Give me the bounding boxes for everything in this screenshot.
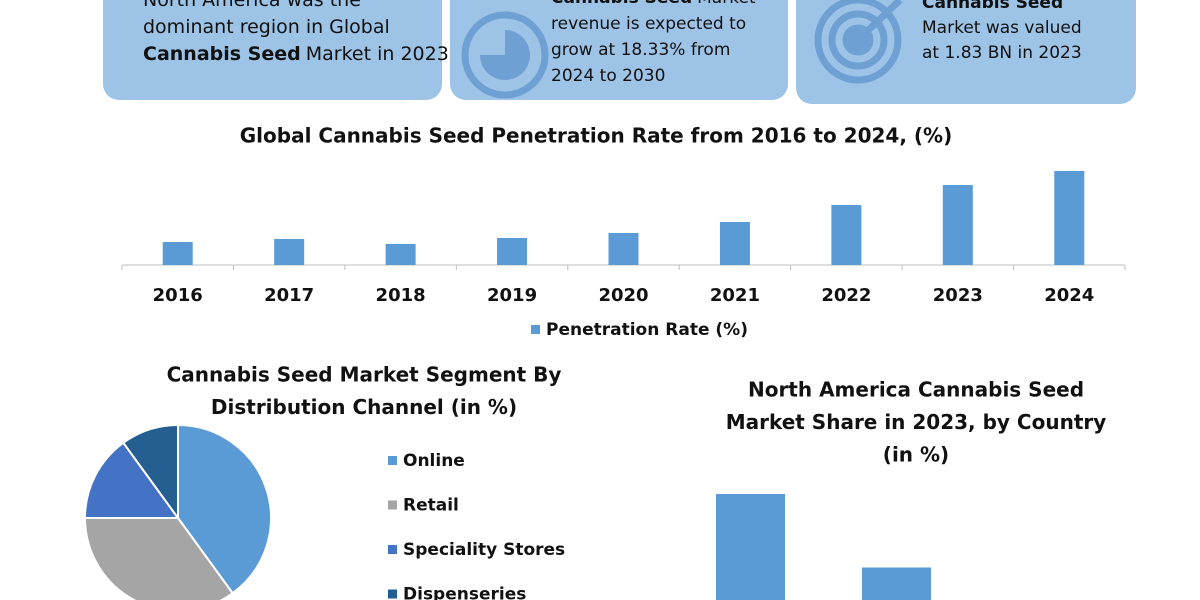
box-text: Cannabis Seed Market in 2023: [143, 43, 449, 65]
box-text: Cannabis Seed Market: [551, 0, 756, 8]
legend-label: Dispenseries: [403, 585, 526, 600]
pie-slice: [177, 423, 272, 595]
x-tick-label: 2021: [710, 285, 760, 306]
legend-label: Retail: [403, 496, 459, 516]
text-segment: dominant region in Global: [143, 16, 390, 38]
bar: [497, 238, 528, 265]
x-tick-label: 2017: [264, 285, 314, 306]
text-segment: grow at 18.33% from: [551, 40, 730, 60]
chart-title: Distribution Channel (in %): [211, 395, 517, 419]
text-segment: at 1.83 BN in 2023: [922, 43, 1082, 63]
legend-label: Online: [403, 451, 465, 471]
legend-swatch: [388, 545, 397, 554]
x-tick-label: 2018: [376, 285, 426, 306]
target-icon: [814, 0, 903, 84]
bar: [162, 242, 193, 265]
pie-slice: [121, 423, 179, 522]
x-tick-label: 2023: [933, 285, 983, 306]
pie-slice: [83, 441, 180, 519]
x-tick-label: 2019: [487, 285, 537, 306]
bar: [385, 244, 416, 265]
box-text: revenue is expected to: [551, 14, 746, 34]
text-segment: Cannabis Seed: [551, 0, 692, 8]
text-segment: Market: [697, 0, 756, 8]
bar: [716, 494, 785, 600]
legend-swatch: [388, 589, 397, 599]
chart-title: North America Cannabis Seed: [748, 378, 1084, 402]
legend-swatch: [388, 456, 397, 465]
legend-swatch: [531, 325, 540, 334]
x-tick-label: 2024: [1044, 285, 1094, 306]
text-segment: North America was the: [143, 0, 361, 11]
bar: [831, 205, 862, 265]
text-segment: Market was valued: [922, 18, 1082, 38]
info-box: [103, 0, 442, 100]
bar: [719, 222, 750, 265]
text-segment: Market in 2023: [306, 43, 449, 65]
legend-label: Speciality Stores: [403, 540, 565, 560]
box-text: North America was the: [143, 0, 361, 11]
pie-icon: [461, 11, 549, 99]
box-text: at 1.83 BN in 2023: [922, 43, 1082, 63]
text-segment: 2024 to 2030: [551, 66, 665, 86]
bar: [274, 239, 305, 265]
legend-swatch: [388, 500, 397, 510]
text-segment: Cannabis Seed: [922, 0, 1063, 13]
text-segment: revenue is expected to: [551, 14, 746, 34]
box-text: Market was valued: [922, 18, 1082, 38]
bar: [862, 567, 931, 600]
bar: [942, 185, 973, 265]
x-tick-label: 2022: [821, 285, 871, 306]
box-text: Cannabis Seed: [922, 0, 1063, 13]
box-text: grow at 18.33% from: [551, 40, 730, 60]
chart-title: Global Cannabis Seed Penetration Rate fr…: [240, 124, 952, 148]
chart-title: (in %): [883, 443, 949, 467]
box-text: 2024 to 2030: [551, 66, 665, 86]
box-text: dominant region in Global: [143, 16, 390, 38]
chart-title: Cannabis Seed Market Segment By: [167, 363, 562, 387]
bar: [1054, 171, 1085, 265]
legend-label: Penetration Rate (%): [546, 320, 748, 340]
x-tick-label: 2016: [153, 285, 203, 306]
chart-title: Market Share in 2023, by Country: [726, 410, 1107, 434]
x-tick-label: 2020: [598, 285, 648, 306]
text-segment: Cannabis Seed: [143, 43, 301, 65]
bar: [608, 233, 639, 265]
pie-slice: [83, 517, 235, 600]
